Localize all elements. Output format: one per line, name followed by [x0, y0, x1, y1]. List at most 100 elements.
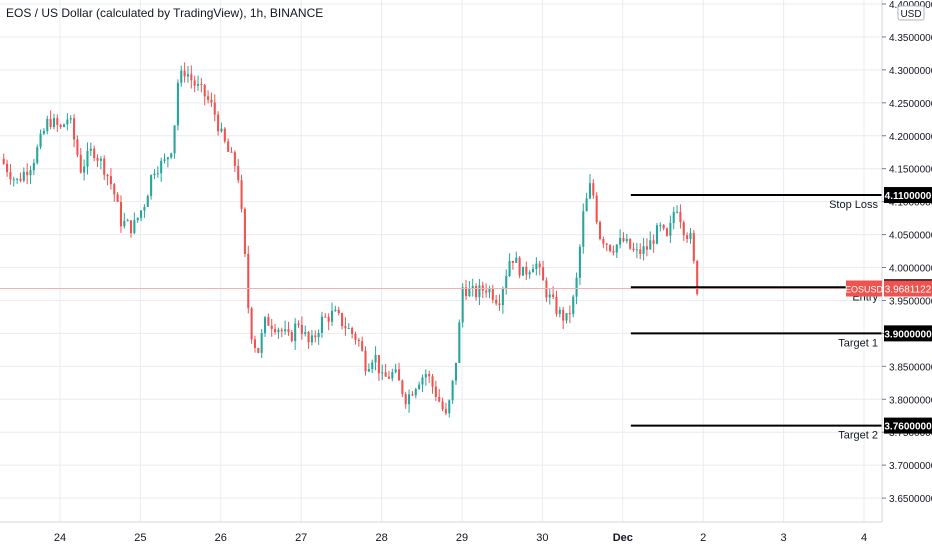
candle-down — [109, 176, 112, 185]
currency-badge[interactable] — [897, 5, 925, 21]
time-tick-label: 26 — [215, 532, 227, 544]
candle-up — [99, 158, 102, 161]
candle-down — [632, 248, 635, 251]
candle-down — [428, 374, 431, 377]
candle-up — [294, 323, 297, 342]
candle-up — [515, 257, 518, 263]
candle-down — [129, 220, 133, 233]
candle-down — [354, 333, 357, 340]
candle-up — [535, 263, 538, 270]
candle-down — [227, 141, 230, 152]
candle-down — [200, 84, 203, 86]
candle-up — [488, 288, 491, 293]
candle-down — [274, 328, 277, 333]
candle-up — [408, 394, 411, 405]
candle-down — [679, 211, 682, 223]
candle-up — [572, 296, 575, 315]
candle-down — [612, 250, 615, 253]
candle-down — [210, 99, 213, 103]
candle-down — [595, 195, 598, 223]
candle-up — [150, 175, 153, 196]
candle-down — [542, 267, 545, 281]
candle-down — [253, 339, 257, 348]
candle-down — [568, 313, 571, 315]
candle-down — [441, 401, 444, 410]
price-tick-label: 4.2500000 — [889, 99, 932, 110]
candle-up — [548, 294, 551, 298]
time-tick-label: 25 — [134, 532, 146, 544]
candle-up — [29, 170, 32, 176]
candle-up — [153, 173, 156, 176]
candle-up — [126, 220, 129, 222]
candle-down — [267, 317, 270, 326]
candle-up — [468, 288, 471, 297]
candle-up — [334, 309, 337, 312]
candle-up — [176, 82, 179, 126]
current-price-label: 3.9681122 — [885, 285, 932, 296]
candle-down — [665, 228, 669, 236]
candle-up — [180, 70, 183, 83]
candle-down — [19, 178, 22, 181]
candle-up — [461, 287, 464, 323]
candle-down — [662, 224, 665, 229]
candle-down — [622, 238, 625, 242]
price-axis[interactable]: 4.40000004.35000004.30000004.25000004.20… — [845, 0, 932, 550]
candle-down — [2, 158, 5, 164]
price-tick-label: 4.1000000 — [889, 198, 932, 209]
candle-up — [414, 389, 417, 396]
time-tick-label: 24 — [54, 532, 66, 544]
level-label-target-1: Target 1 — [838, 337, 878, 349]
candle-up — [22, 171, 25, 181]
candle-up — [263, 317, 267, 334]
price-tick-label: 3.8500000 — [889, 362, 932, 373]
price-tick-label: 4.3500000 — [889, 33, 932, 44]
candle-up — [36, 147, 39, 164]
candle-up — [659, 224, 662, 226]
candle-up — [689, 233, 692, 239]
candle-down — [686, 235, 689, 239]
candle-up — [260, 333, 263, 353]
time-tick-label: 29 — [456, 532, 468, 544]
time-tick-label: 28 — [375, 532, 387, 544]
candle-up — [471, 285, 474, 289]
candle-down — [217, 114, 220, 132]
candle-down — [96, 158, 99, 161]
candle-down — [327, 316, 330, 322]
candle-up — [317, 332, 320, 338]
candle-up — [454, 362, 458, 381]
candle-up — [170, 153, 173, 158]
candle-down — [73, 118, 76, 140]
candle-down — [438, 396, 441, 402]
candle-up — [166, 157, 169, 160]
candle-up — [676, 211, 679, 213]
candle-down — [223, 128, 226, 142]
candle-up — [146, 195, 149, 207]
time-axis[interactable]: 24 25 26 27 28 29 30 Dec 2 3 4 — [0, 521, 932, 550]
candle-up — [655, 225, 659, 244]
candle-up — [136, 217, 139, 221]
candle-down — [213, 102, 216, 115]
time-tick-label: 27 — [295, 532, 307, 544]
candle-up — [669, 222, 672, 236]
candle-up — [46, 118, 49, 132]
candle-up — [558, 309, 561, 314]
candle-up — [367, 369, 370, 372]
candle-down — [384, 372, 387, 377]
candle-down — [475, 285, 478, 298]
candle-down — [116, 194, 119, 202]
candle-down — [652, 240, 655, 244]
candle-down — [401, 380, 404, 395]
candle-up — [478, 285, 481, 298]
time-axis-bg — [0, 522, 932, 550]
candle-down — [190, 74, 193, 81]
candle-down — [404, 394, 407, 405]
candle-up — [672, 211, 675, 223]
candle-up — [277, 329, 280, 333]
candle-up — [196, 84, 200, 86]
candle-up — [371, 362, 374, 370]
candle-down — [609, 244, 612, 251]
candle-up — [143, 206, 146, 211]
candle-down — [387, 376, 391, 379]
